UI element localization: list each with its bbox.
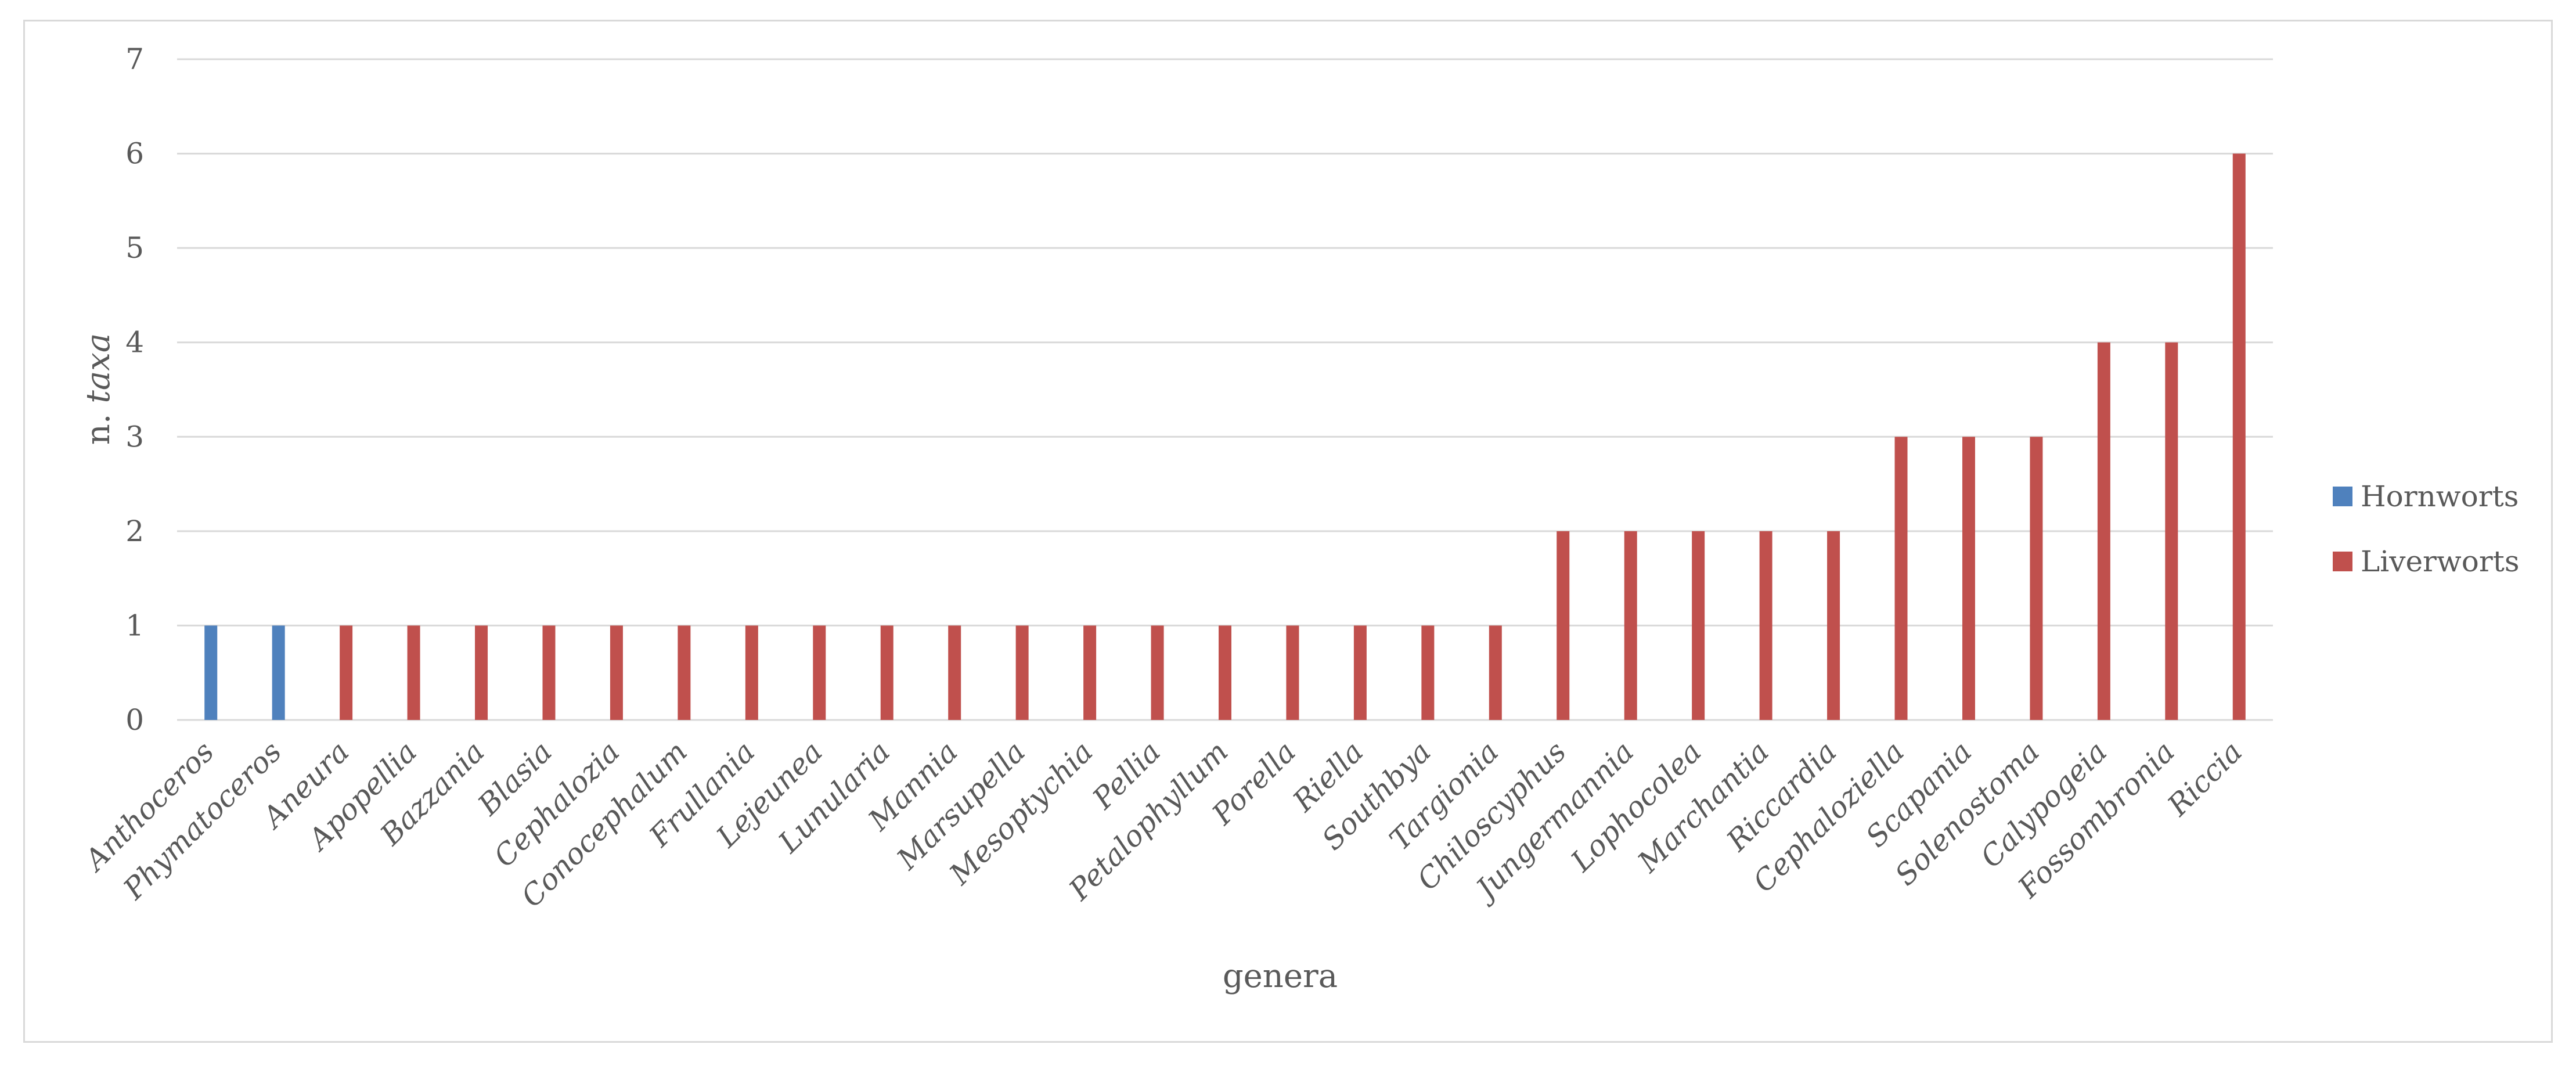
y-axis-title: n. taxa (80, 333, 117, 445)
bar (2165, 342, 2178, 720)
legend-swatch (2333, 487, 2352, 506)
bar (407, 625, 420, 720)
y-tick-label: 3 (125, 420, 144, 453)
bar (272, 625, 285, 720)
x-tick-label: Riccia (2161, 734, 2249, 823)
bar (1286, 625, 1299, 720)
y-tick-label: 1 (125, 608, 144, 642)
y-tick-label: 6 (125, 137, 144, 171)
x-axis-title: genera (1223, 957, 1338, 995)
bar (475, 625, 488, 720)
bar (2097, 342, 2110, 720)
bar (1962, 437, 1975, 720)
y-tick-label: 7 (125, 42, 144, 76)
legend-swatch (2333, 552, 2352, 571)
y-tick-label: 2 (125, 514, 144, 548)
bar (1827, 531, 1840, 720)
legend-label: Hornworts (2361, 480, 2519, 513)
bar (1557, 531, 1570, 720)
bar (1219, 625, 1231, 720)
y-tick-label: 0 (125, 703, 144, 737)
y-axis-title-italic: taxa (80, 333, 117, 404)
bar (1421, 625, 1435, 720)
x-axis-labels: AnthocerosPhymatocerosAneuraApopelliaBaz… (77, 734, 2249, 913)
y-tick-label: 5 (125, 231, 144, 265)
y-tick-label: 4 (125, 326, 144, 359)
legend-label: Liverworts (2361, 545, 2520, 578)
y-axis-ticks: 0 1 2 3 4 5 6 7 (125, 42, 144, 737)
y-axis-title-prefix: n. (80, 413, 117, 445)
bar (1894, 437, 1908, 720)
bar (880, 625, 894, 720)
bar (542, 625, 556, 720)
bar (2030, 437, 2043, 720)
bar (1353, 625, 1367, 720)
bars (204, 153, 2246, 721)
gridlines (177, 58, 2273, 721)
bar (2232, 153, 2246, 721)
bar (1759, 531, 1772, 720)
bar (948, 625, 961, 720)
bar (1015, 625, 1029, 720)
bar (678, 625, 691, 720)
bar (745, 625, 758, 720)
bar (1083, 625, 1097, 720)
bar (1151, 625, 1164, 720)
bar (813, 625, 826, 720)
bar (1692, 531, 1705, 720)
bar (610, 625, 623, 720)
bar (340, 625, 353, 720)
bar (204, 625, 218, 720)
bar (1624, 531, 1637, 720)
legend: Hornworts Liverworts (2333, 480, 2520, 578)
bar (1489, 625, 1502, 720)
